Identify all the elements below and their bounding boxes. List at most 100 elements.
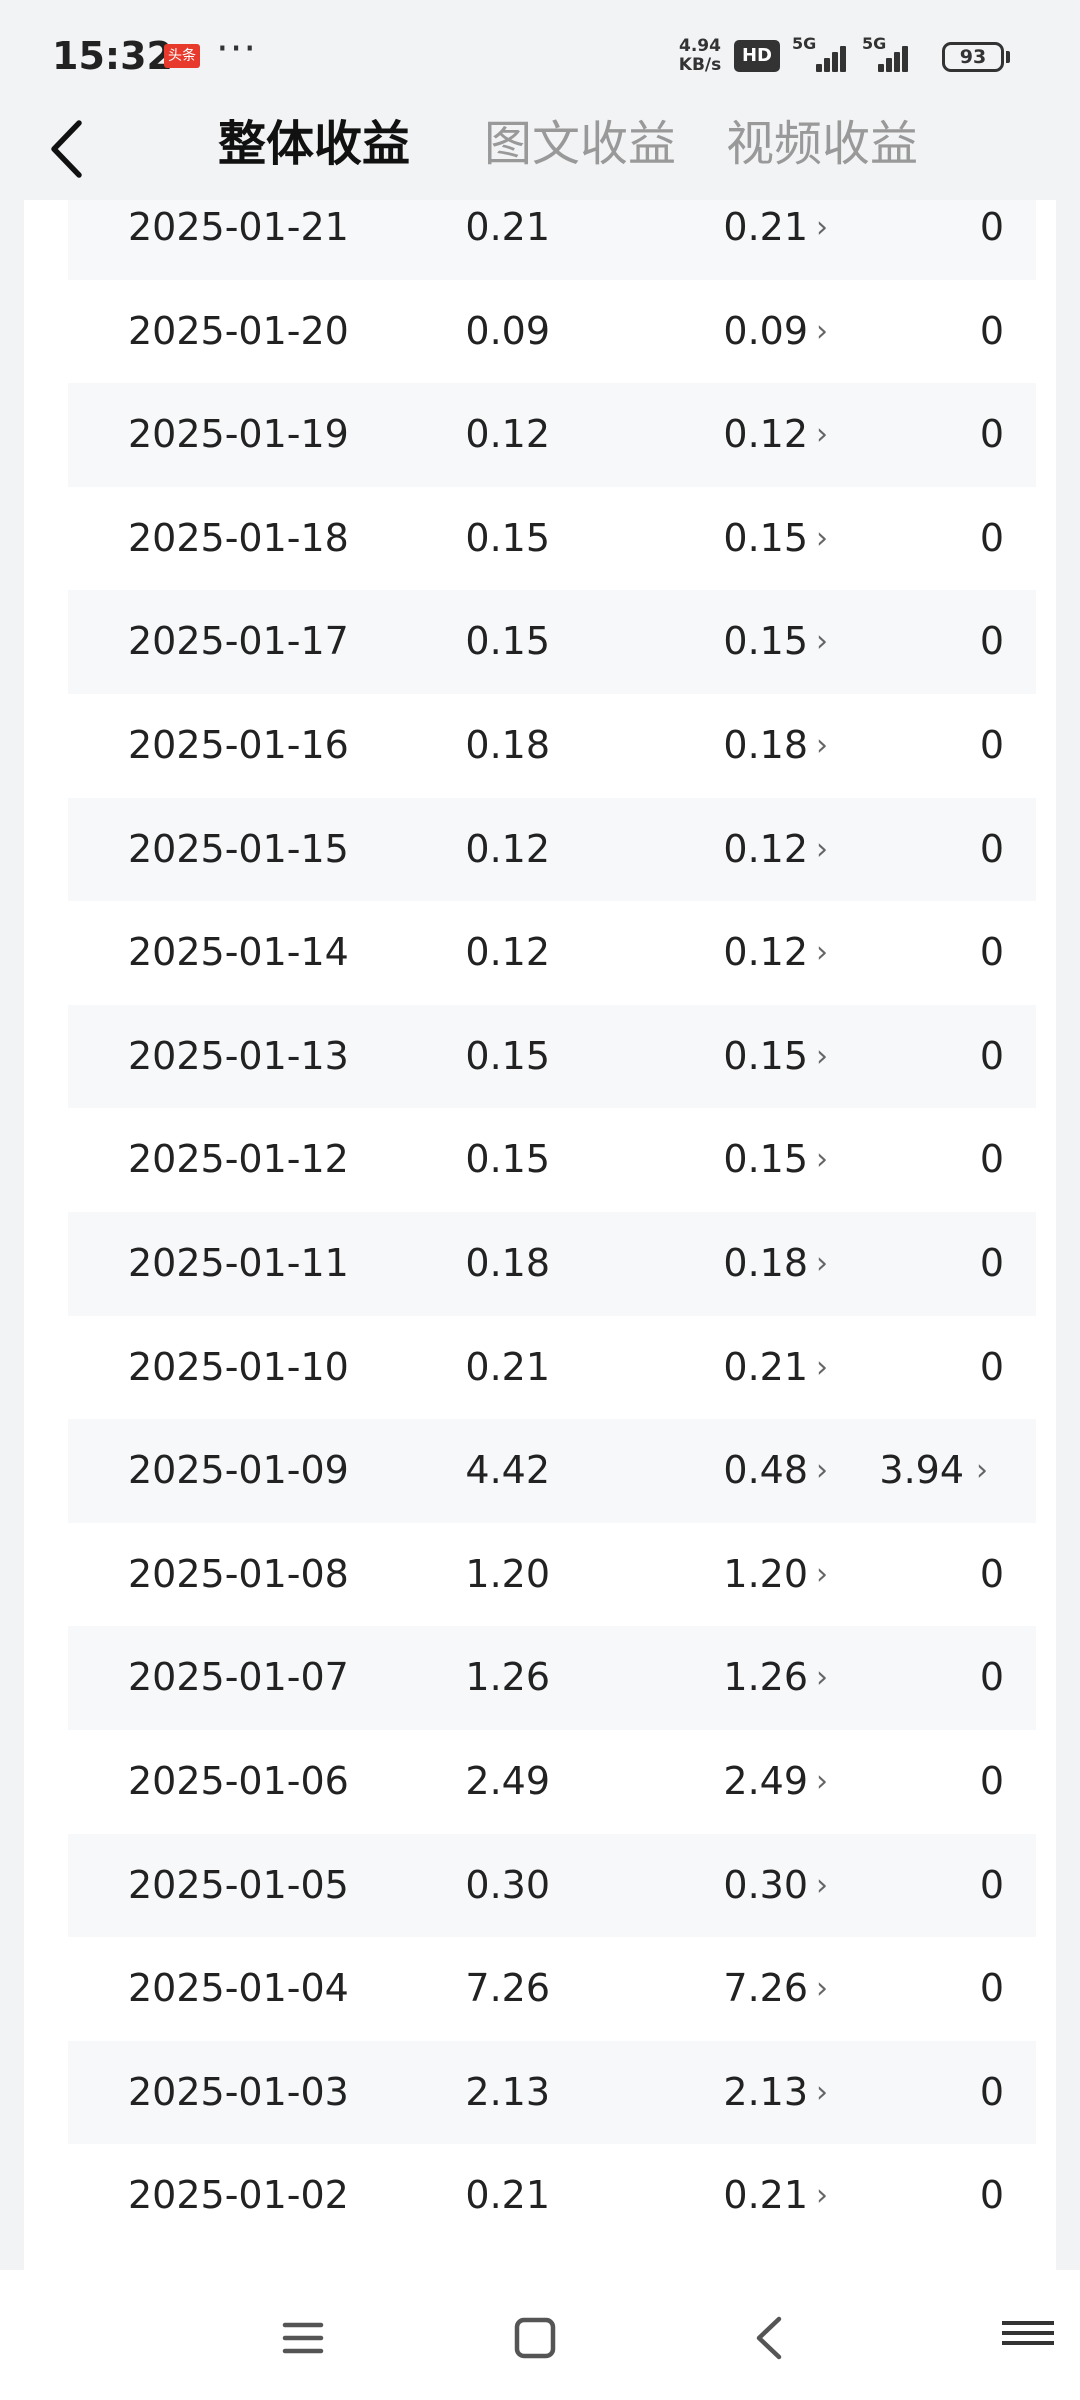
chevron-right-icon[interactable]: › [816,1142,828,1178]
earnings-row[interactable]: 2025-01-02 0.21 0.21 › 0 [68,2144,1036,2248]
row-article-earnings[interactable]: 0.09 [723,308,808,353]
row-article-earnings[interactable]: 2.13 [723,2069,808,2114]
row-article-earnings[interactable]: 2.49 [723,1758,808,1803]
earnings-row[interactable]: 2025-01-10 0.21 0.21 › 0 [68,1316,1036,1420]
row-video-earnings: 0 [979,1240,1004,1285]
row-video-earnings: 0 [979,515,1004,560]
tab-article-earnings[interactable]: 图文收益 [484,116,677,172]
row-article-earnings[interactable]: 7.26 [723,1966,808,2011]
chevron-right-icon[interactable]: › [816,520,828,556]
row-video-earnings: 0 [979,2069,1004,2114]
chevron-right-icon[interactable]: › [816,1038,828,1074]
row-article-earnings[interactable]: 0.21 [723,2173,808,2218]
earnings-row[interactable]: 2025-01-12 0.15 0.15 › 0 [68,1108,1036,1212]
row-article-earnings[interactable]: 0.12 [723,826,808,871]
back-button[interactable] [38,114,94,184]
row-video-earnings: 0 [979,826,1004,871]
chevron-right-icon[interactable]: › [816,417,828,453]
earnings-row[interactable]: 2025-01-18 0.15 0.15 › 0 [68,487,1036,591]
battery-tip [1006,51,1010,63]
row-article-earnings[interactable]: 0.12 [723,412,808,457]
earnings-row[interactable]: 2025-01-06 2.49 2.49 › 0 [68,1730,1036,1834]
row-article-earnings[interactable]: 0.15 [723,619,808,664]
row-video-earnings: 0 [979,1655,1004,1700]
chevron-right-icon[interactable]: › [816,1660,828,1696]
earnings-row[interactable]: 2025-01-19 0.12 0.12 › 0 [68,383,1036,487]
more-notifications-icon: ··· [216,26,258,72]
chevron-right-icon[interactable]: › [816,313,828,349]
row-article-earnings[interactable]: 0.12 [723,930,808,975]
row-date: 2025-01-14 [128,930,349,975]
chevron-right-icon[interactable]: › [816,1453,828,1489]
earnings-row[interactable]: 2025-01-03 2.13 2.13 › 0 [68,2040,1036,2145]
tab-video-earnings[interactable]: 视频收益 [726,116,919,172]
row-video-earnings[interactable]: 3.94 [879,1448,964,1493]
row-video-earnings: 0 [979,308,1004,353]
chevron-right-icon[interactable]: › [816,624,828,660]
home-button[interactable] [490,2298,580,2378]
row-article-earnings[interactable]: 0.15 [723,1033,808,1078]
chevron-right-icon[interactable]: › [816,1349,828,1385]
row-total-earnings: 0.18 [465,722,550,767]
earnings-row[interactable]: 2025-01-08 1.20 1.20 › 0 [68,1523,1036,1627]
chevron-right-icon[interactable]: › [816,1245,828,1281]
chevron-right-icon[interactable]: › [816,1971,828,2007]
earnings-row[interactable]: 2025-01-04 7.26 7.26 › 0 [68,1937,1036,2041]
earnings-row[interactable]: 2025-01-20 0.09 0.09 › 0 [68,280,1036,384]
row-article-earnings[interactable]: 0.18 [723,1240,808,1285]
row-video-earnings: 0 [979,1137,1004,1182]
row-date: 2025-01-16 [128,722,349,767]
chevron-right-icon[interactable]: › [816,727,828,763]
row-total-earnings: 2.13 [465,2069,550,2114]
signal-type-label: 5G [792,34,817,53]
row-total-earnings: 2.49 [465,1758,550,1803]
earnings-row[interactable]: 2025-01-13 0.15 0.15 › 0 [68,1004,1036,1109]
menu-icon [282,2322,324,2354]
row-article-earnings[interactable]: 1.26 [723,1655,808,1700]
row-date: 2025-01-12 [128,1137,349,1182]
row-video-earnings: 0 [979,205,1004,249]
battery-icon: 93 [942,42,1004,72]
row-article-earnings[interactable]: 0.15 [723,1137,808,1182]
row-total-earnings: 0.18 [465,1240,550,1285]
row-article-earnings[interactable]: 0.21 [723,205,808,249]
earnings-row[interactable]: 2025-01-07 1.26 1.26 › 0 [68,1626,1036,1730]
earnings-row[interactable]: 2025-01-15 0.12 0.12 › 0 [68,797,1036,902]
chevron-right-icon[interactable]: › [816,1763,828,1799]
earnings-row[interactable]: 2025-01-16 0.18 0.18 › 0 [68,694,1036,798]
recent-apps-button[interactable] [258,2298,348,2378]
earnings-row[interactable]: 2025-01-11 0.18 0.18 › 0 [68,1211,1036,1316]
chevron-right-icon[interactable]: › [816,831,828,867]
row-video-earnings: 0 [979,412,1004,457]
row-article-earnings[interactable]: 0.21 [723,1344,808,1389]
chevron-right-icon[interactable]: › [816,1867,828,1903]
status-time: 15:32 [52,34,173,78]
row-article-earnings[interactable]: 0.30 [723,1862,808,1907]
row-date: 2025-01-15 [128,826,349,871]
row-total-earnings: 0.30 [465,1862,550,1907]
chevron-right-icon[interactable]: › [816,2178,828,2214]
row-date: 2025-01-17 [128,619,349,664]
earnings-row[interactable]: 2025-01-05 0.30 0.30 › 0 [68,1833,1036,1938]
row-article-earnings[interactable]: 0.48 [723,1448,808,1493]
row-article-earnings[interactable]: 0.18 [723,722,808,767]
assist-lines-icon [1002,2321,1054,2345]
system-back-button[interactable] [724,2298,814,2378]
earnings-row[interactable]: 2025-01-14 0.12 0.12 › 0 [68,901,1036,1005]
chevron-right-icon[interactable]: › [816,935,828,971]
earnings-row[interactable]: 2025-01-09 4.42 0.48 › 3.94 › [68,1419,1036,1523]
chevron-right-icon[interactable]: › [816,2074,828,2110]
chevron-right-icon[interactable]: › [976,1453,988,1489]
row-article-earnings[interactable]: 0.15 [723,515,808,560]
row-date: 2025-01-18 [128,515,349,560]
earnings-row[interactable]: 2025-01-21 0.21 0.21 › 0 [68,200,1036,280]
row-total-earnings: 0.21 [465,1344,550,1389]
tab-overall-earnings[interactable]: 整体收益 [218,116,411,172]
row-article-earnings[interactable]: 1.20 [723,1551,808,1596]
chevron-right-icon[interactable]: › [816,210,828,245]
chevron-right-icon[interactable]: › [816,1556,828,1592]
earnings-row[interactable]: 2025-01-17 0.15 0.15 › 0 [68,590,1036,694]
row-total-earnings: 0.21 [465,205,550,249]
row-total-earnings: 1.26 [465,1655,550,1700]
network-speed-value: 4.94 [679,36,721,56]
